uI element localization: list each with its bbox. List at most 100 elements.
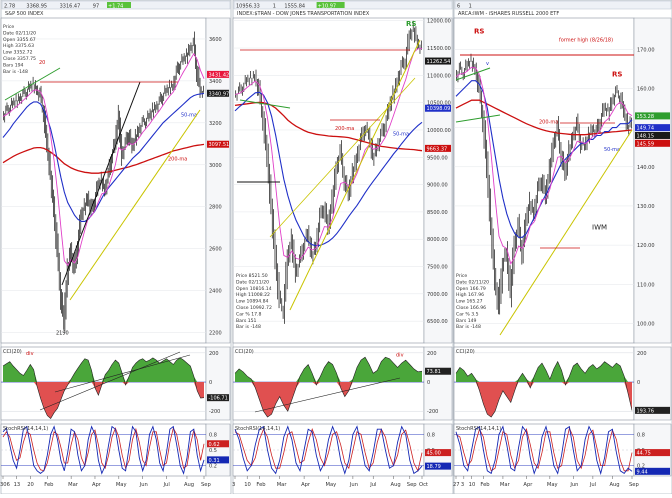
y-tick-label: 3000 [209, 163, 222, 169]
info-line: Car % 17.8 [236, 311, 262, 317]
x-tick-label: Apr [92, 482, 102, 488]
x-tick-label: Aug [391, 482, 401, 488]
y-tick-label: 3600 [209, 37, 222, 43]
info-line: Close 166.96 [456, 305, 486, 311]
y-tick-label: 2200 [209, 331, 222, 337]
y-tick-label: 110.00 [637, 282, 655, 288]
x-tick-label: 20 [27, 482, 34, 488]
x-tick-label: Jul [163, 482, 170, 488]
cci-positive-area [235, 357, 422, 383]
chart-annotation: 200-ma [335, 126, 354, 132]
x-tick-label: Jul [369, 482, 376, 488]
x-tick-label: Feb [256, 482, 266, 488]
stoch-fast-line [234, 425, 423, 475]
y-tick-label: 12000.00 [427, 19, 451, 25]
y-tick-label: 2400 [209, 289, 222, 295]
info-line: Close 10992.72 [236, 305, 272, 311]
stoch-slow-line [2, 427, 205, 472]
info-line: Low 10894.84 [236, 299, 269, 305]
x-tick-label: Jul [589, 482, 596, 488]
y-tick-label: 2800 [209, 205, 222, 211]
cci-tick-label: -200 [427, 409, 438, 415]
y-tick-label: 10000.00 [427, 128, 451, 134]
y-tick-label: 130.00 [637, 204, 655, 210]
cci-tick-label: 200 [427, 351, 437, 357]
cci-positive-area [3, 357, 204, 383]
trendline [269, 77, 416, 238]
y-tick-label: 10500.00 [427, 101, 451, 107]
info-line: Open 3355.67 [3, 37, 36, 43]
cci-label: CCI(20) [235, 349, 254, 355]
chart-panel-induspx: 2.78 3368.95 3316.47 97 +1.74 S&P 500 INDEX 22… [0, 0, 232, 495]
price-tag [425, 144, 451, 152]
price-tag-label: 148.15 [637, 133, 655, 139]
info-line: Price 8521.50 [236, 273, 268, 279]
x-tick-label: Mar [277, 482, 288, 488]
stoch-tick-label: 0.5 [209, 448, 217, 454]
cci-tick-label: 0 [637, 380, 640, 386]
chart-title: INDEX:$TRAN - DOW JONES TRANSPORTATION I… [237, 11, 370, 17]
trendline [289, 39, 421, 311]
ma50-line [2, 92, 205, 222]
trendline [455, 114, 501, 123]
chart-annotation: 50-ma [604, 147, 620, 153]
stoch-tag-label: 18.79 [427, 464, 441, 470]
price-tag [635, 124, 670, 132]
stoch-fast-line [455, 425, 633, 476]
stoch-tag [425, 462, 451, 470]
toolbar-value: +10.97 [318, 3, 337, 9]
cci-tag [425, 367, 451, 375]
axis-strip [423, 17, 453, 344]
info-line: Bars 151 [236, 318, 257, 324]
x-tick-label: Feb [480, 482, 490, 488]
stoch-tag [635, 467, 670, 475]
chart-annotation: former high (8/26/18) [559, 37, 613, 43]
x-tick-label: May [326, 482, 337, 488]
cci-tick-label: 200 [209, 351, 219, 357]
ma20-line [2, 52, 205, 267]
price-tag-label: 145.59 [637, 141, 655, 147]
trendline [4, 67, 61, 101]
trendline [254, 377, 401, 413]
x-tick-label: 13 [14, 482, 21, 488]
info-line: Bar is -148 [236, 324, 261, 330]
cci-line [455, 360, 633, 418]
stoch-tag [207, 440, 229, 448]
chart-panel-tran: 10956.33 1 1555.84 +10.97 INDEX:$TRAN - DOW … [232, 0, 454, 495]
chart-annotation: 200-ma [539, 120, 558, 126]
stoch-tick-label: 0.8 [427, 432, 435, 438]
y-tick-label: 11500.00 [427, 46, 451, 52]
y-tick-label: 8000.00 [427, 237, 448, 243]
y-tick-label: 9000.00 [427, 183, 448, 189]
trendline [499, 129, 633, 336]
cci-tick-label: 0 [209, 380, 212, 386]
stoch-label: StochRSI(14,14,1) [456, 426, 501, 432]
chart-annotation: 50-ma [393, 131, 409, 137]
stoch-tag [635, 449, 670, 457]
stoch-tick-label: 0.2 [209, 464, 217, 470]
x-tick-label: 27 [453, 482, 460, 488]
cci-negative-area [3, 382, 204, 419]
cci-line [234, 356, 423, 418]
price-tag-label: 9663.37 [427, 146, 448, 152]
y-tick-label: 160.00 [637, 86, 655, 92]
price-tag [635, 112, 670, 120]
toolbar-value: 6 [457, 3, 460, 9]
x-tick-label: 10 [469, 482, 476, 488]
info-line: Car % 3.5 [456, 311, 479, 317]
price-tag-label: 3431.42 [209, 72, 230, 78]
info-line: Price [456, 273, 467, 279]
x-tick-label: May [116, 482, 127, 488]
cci-tick-label: 0 [427, 380, 430, 386]
axis-strip [205, 423, 231, 477]
x-tick-label: Mar [500, 482, 511, 488]
cci-tag-label: 73.81 [427, 369, 441, 375]
info-line: Bar is -148 [456, 324, 481, 330]
chart-annotation: RS [612, 71, 622, 79]
trendline [455, 67, 491, 81]
cci-line [2, 357, 205, 419]
x-tick-label: Feb [44, 482, 54, 488]
